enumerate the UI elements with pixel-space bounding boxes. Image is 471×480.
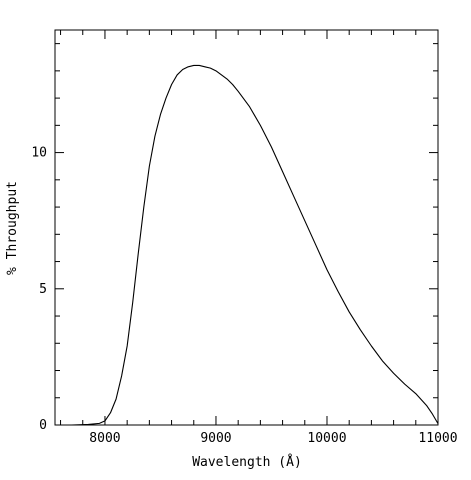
y-axis-tick-labels: 0 5 10 bbox=[31, 146, 47, 433]
x-tick-label: 9000 bbox=[200, 431, 231, 446]
throughput-curve bbox=[55, 64, 439, 426]
plot-border bbox=[54, 29, 439, 426]
x-axis-ticks bbox=[60, 30, 439, 425]
x-axis-tick-labels: 8000 9000 10000 11000 bbox=[89, 431, 457, 446]
x-tick-label: 8000 bbox=[89, 431, 120, 446]
y-axis-title: % Throughput bbox=[5, 181, 20, 275]
x-axis-title: Wavelength (Å) bbox=[192, 454, 302, 470]
series-layer bbox=[55, 64, 439, 426]
x-tick-label: 11000 bbox=[418, 431, 457, 446]
y-tick-label: 0 bbox=[39, 418, 47, 433]
plot-frame bbox=[54, 29, 439, 426]
y-tick-label: 10 bbox=[31, 146, 47, 161]
x-tick-label: 10000 bbox=[307, 431, 346, 446]
y-tick-label: 5 bbox=[39, 282, 47, 297]
y-axis-ticks bbox=[55, 43, 438, 426]
